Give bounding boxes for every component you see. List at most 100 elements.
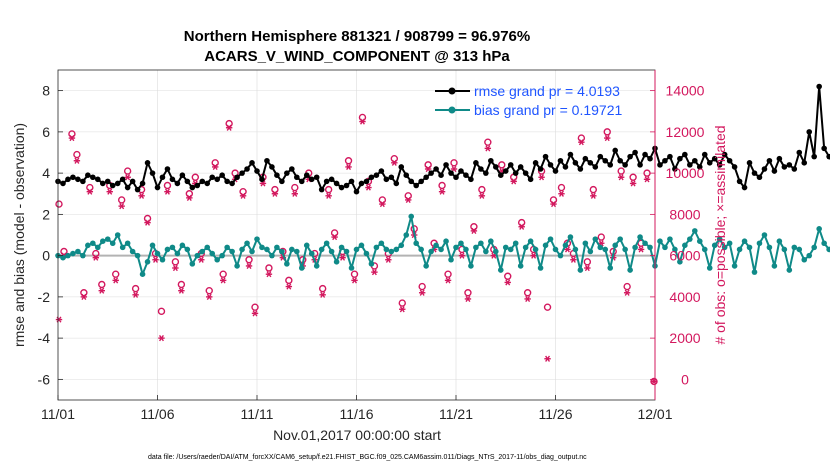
y-right-tick-label-0: 0 bbox=[681, 371, 689, 387]
obs-assimilated-point bbox=[371, 269, 378, 276]
rmse-point bbox=[826, 153, 830, 160]
x-tick-label-4: 11/21 bbox=[439, 406, 473, 422]
bias-point bbox=[711, 242, 718, 249]
bias-point bbox=[134, 252, 141, 259]
obs-assimilated-stroke bbox=[133, 291, 139, 298]
rmse-point bbox=[796, 149, 803, 156]
bias-point bbox=[413, 240, 420, 247]
obs-assimilated-stroke bbox=[439, 188, 445, 195]
bias-point bbox=[468, 263, 474, 269]
bias-point bbox=[373, 244, 380, 251]
rmse-point bbox=[408, 178, 415, 185]
obs-possible-point bbox=[324, 185, 333, 194]
bias-point bbox=[786, 267, 793, 273]
obs-assimilated-stroke bbox=[272, 190, 278, 197]
bias-point bbox=[194, 252, 201, 259]
obs-assimilated-stroke bbox=[525, 295, 531, 303]
bias-point bbox=[313, 263, 320, 269]
obs-assimilated-point bbox=[325, 192, 332, 199]
rmse-point bbox=[249, 160, 255, 166]
bias-point bbox=[279, 248, 285, 255]
obs-possible-point bbox=[444, 270, 452, 278]
obs-possible-point bbox=[251, 303, 259, 311]
rmse-point bbox=[279, 178, 285, 185]
bias-point bbox=[318, 246, 325, 253]
obs-assimilated-stroke bbox=[371, 269, 377, 276]
rmse-point bbox=[512, 170, 519, 176]
rmse-point bbox=[438, 172, 444, 178]
rmse-point bbox=[85, 172, 91, 178]
bias-point bbox=[627, 267, 633, 273]
bias-point bbox=[423, 263, 429, 269]
obs-assimilated-point bbox=[206, 293, 213, 300]
bias-point bbox=[95, 244, 101, 251]
bias-point bbox=[463, 246, 469, 253]
obs-assimilated-stroke bbox=[519, 223, 525, 230]
bias-point bbox=[766, 244, 773, 251]
obs-assimilated-point bbox=[186, 194, 193, 201]
y-axis-left: -6 -4 -2 0 2 4 6 8 bbox=[38, 83, 63, 387]
rmse-point bbox=[358, 180, 365, 187]
obs-assimilated-point bbox=[570, 256, 577, 263]
obs-assimilated-point bbox=[152, 256, 159, 263]
bias-point bbox=[363, 250, 370, 257]
obs-possible-point bbox=[157, 307, 166, 316]
obs-assimilated-point bbox=[271, 190, 279, 197]
bias-point bbox=[502, 244, 509, 251]
bias-point bbox=[224, 244, 230, 251]
obs-assimilated-point bbox=[444, 277, 452, 284]
bias-point bbox=[65, 252, 71, 259]
bias-point bbox=[796, 246, 803, 253]
obs-assimilated-point bbox=[164, 188, 171, 195]
obs-assimilated-point bbox=[438, 188, 446, 195]
rmse-point bbox=[134, 186, 141, 193]
obs-assimilated-point bbox=[225, 124, 233, 131]
legend-rmse-marker bbox=[448, 87, 456, 95]
bias-point bbox=[333, 259, 340, 265]
obs-assimilated-stroke bbox=[286, 283, 292, 290]
rmse-point bbox=[468, 176, 474, 183]
obs-assimilated-stroke bbox=[359, 118, 365, 125]
obs-possible-point bbox=[245, 256, 253, 264]
bias-point bbox=[771, 263, 778, 269]
rmse-point bbox=[572, 160, 579, 166]
obs-assimilated-stroke bbox=[451, 165, 457, 173]
bias-point bbox=[348, 265, 355, 271]
chart-title: Northern Hemisphere 881321 / 908799 = 96… bbox=[184, 28, 530, 45]
rmse-point bbox=[711, 155, 718, 162]
bias-point bbox=[582, 240, 589, 247]
rmse-point bbox=[169, 176, 176, 183]
bias-point bbox=[741, 238, 748, 244]
rmse-point bbox=[294, 174, 300, 181]
bias-point bbox=[507, 246, 514, 253]
obs-assimilated-stroke bbox=[172, 264, 178, 272]
rmse-point bbox=[751, 170, 758, 176]
bias-point bbox=[378, 240, 385, 247]
x-tick-label-6: 12/01 bbox=[637, 406, 672, 422]
obs-assimilated-stroke bbox=[220, 277, 226, 284]
obs-assimilated-point bbox=[345, 163, 352, 171]
rmse-point bbox=[781, 164, 788, 170]
obs-assimilated-point bbox=[219, 277, 227, 284]
obs-assimilated-point bbox=[86, 188, 94, 195]
x-tick-label-3: 11/16 bbox=[340, 406, 374, 422]
data-file-footer: data file: /Users/raeder/DAI/ATM_forcXX/… bbox=[148, 454, 587, 461]
obs-assimilated-stroke bbox=[425, 165, 431, 173]
rmse-point bbox=[159, 174, 166, 181]
obs-assimilated-stroke bbox=[240, 192, 246, 199]
rmse-point bbox=[726, 157, 733, 164]
rmse-point bbox=[701, 151, 708, 158]
obs-possible-point bbox=[163, 181, 172, 190]
bias-point bbox=[527, 238, 534, 244]
obs-assimilated-point bbox=[484, 145, 492, 152]
obs-assimilated-point bbox=[92, 254, 100, 261]
bias-point bbox=[667, 236, 673, 242]
bias-point bbox=[428, 248, 434, 255]
obs-assimilated-point bbox=[518, 223, 525, 230]
bias-point bbox=[269, 252, 275, 259]
obs-assimilated-point bbox=[510, 178, 517, 185]
rmse-point bbox=[95, 176, 101, 183]
obs-assimilated-stroke bbox=[326, 192, 332, 199]
rmse-point bbox=[403, 172, 410, 178]
y-right-tick-label-4: 8000 bbox=[669, 206, 700, 222]
